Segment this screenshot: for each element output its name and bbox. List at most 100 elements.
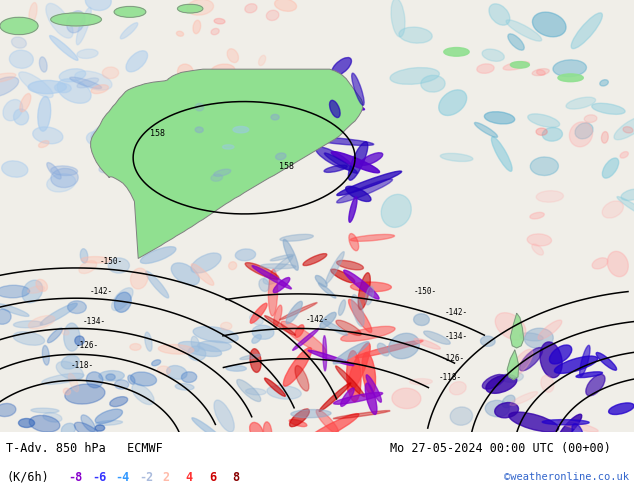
Text: ©weatheronline.co.uk: ©weatheronline.co.uk [504, 472, 629, 482]
Ellipse shape [335, 100, 365, 110]
Ellipse shape [171, 263, 199, 285]
Ellipse shape [181, 372, 197, 383]
Ellipse shape [81, 249, 87, 263]
Ellipse shape [77, 78, 99, 88]
Ellipse shape [214, 75, 227, 79]
Ellipse shape [146, 271, 169, 298]
Ellipse shape [530, 157, 559, 175]
Ellipse shape [320, 383, 351, 411]
Ellipse shape [323, 336, 327, 371]
Ellipse shape [252, 335, 261, 343]
Ellipse shape [51, 166, 77, 175]
Ellipse shape [413, 314, 429, 325]
Ellipse shape [333, 342, 369, 364]
Ellipse shape [620, 151, 628, 158]
Ellipse shape [557, 414, 582, 441]
Ellipse shape [191, 264, 214, 285]
Ellipse shape [63, 388, 70, 395]
Ellipse shape [346, 186, 371, 201]
Ellipse shape [550, 345, 572, 364]
Ellipse shape [617, 196, 634, 218]
Ellipse shape [112, 288, 133, 311]
Ellipse shape [67, 11, 85, 33]
Ellipse shape [602, 132, 608, 143]
Ellipse shape [75, 71, 112, 90]
Ellipse shape [0, 77, 18, 98]
Text: 158: 158 [279, 162, 294, 171]
Ellipse shape [68, 301, 86, 314]
Ellipse shape [3, 99, 23, 121]
Ellipse shape [554, 356, 598, 373]
Ellipse shape [569, 122, 593, 147]
Ellipse shape [75, 336, 84, 345]
Ellipse shape [264, 378, 285, 396]
Ellipse shape [76, 7, 91, 45]
Ellipse shape [68, 373, 79, 392]
Ellipse shape [439, 90, 467, 116]
Ellipse shape [484, 112, 515, 124]
Text: 8: 8 [233, 471, 240, 484]
Ellipse shape [191, 253, 221, 273]
Ellipse shape [607, 251, 628, 277]
Ellipse shape [175, 384, 194, 390]
Ellipse shape [316, 410, 339, 434]
Ellipse shape [193, 20, 201, 34]
Ellipse shape [0, 17, 38, 35]
Ellipse shape [48, 328, 62, 343]
Ellipse shape [36, 279, 48, 292]
Ellipse shape [81, 415, 95, 432]
Ellipse shape [355, 340, 423, 358]
Ellipse shape [114, 292, 131, 312]
Ellipse shape [240, 354, 261, 360]
Ellipse shape [495, 313, 526, 340]
Ellipse shape [527, 234, 552, 246]
Ellipse shape [187, 0, 214, 15]
Ellipse shape [286, 301, 302, 324]
Ellipse shape [275, 0, 297, 11]
Ellipse shape [131, 268, 148, 289]
Text: 2: 2 [162, 471, 169, 484]
Ellipse shape [575, 123, 593, 139]
Ellipse shape [226, 366, 247, 371]
Ellipse shape [527, 114, 560, 127]
Ellipse shape [96, 140, 117, 154]
Ellipse shape [295, 325, 304, 337]
Ellipse shape [486, 375, 517, 393]
Ellipse shape [252, 325, 274, 339]
Ellipse shape [291, 410, 331, 417]
Ellipse shape [198, 341, 231, 351]
Ellipse shape [503, 62, 529, 70]
Ellipse shape [331, 269, 355, 283]
Ellipse shape [366, 375, 382, 402]
Ellipse shape [0, 73, 16, 83]
Ellipse shape [195, 103, 204, 111]
Ellipse shape [140, 246, 176, 264]
Ellipse shape [532, 69, 549, 75]
Ellipse shape [280, 234, 313, 241]
Ellipse shape [96, 420, 122, 425]
Ellipse shape [491, 137, 512, 172]
Ellipse shape [541, 375, 554, 392]
Ellipse shape [47, 163, 61, 179]
Ellipse shape [365, 383, 377, 415]
Ellipse shape [621, 189, 634, 200]
Ellipse shape [0, 285, 30, 298]
Text: -142-: -142- [90, 287, 113, 296]
Ellipse shape [259, 55, 266, 66]
Ellipse shape [510, 62, 529, 68]
Ellipse shape [29, 316, 55, 329]
Ellipse shape [178, 342, 222, 357]
Ellipse shape [592, 258, 608, 269]
Ellipse shape [337, 171, 401, 196]
Text: (K/6h): (K/6h) [6, 471, 49, 484]
Ellipse shape [399, 27, 432, 43]
Ellipse shape [227, 49, 238, 63]
Ellipse shape [235, 249, 256, 261]
Text: -126-: -126- [76, 341, 99, 350]
Ellipse shape [318, 283, 336, 298]
Ellipse shape [250, 422, 263, 439]
Ellipse shape [477, 64, 494, 74]
Ellipse shape [289, 419, 307, 427]
Ellipse shape [392, 388, 421, 409]
Text: 6: 6 [209, 471, 216, 484]
